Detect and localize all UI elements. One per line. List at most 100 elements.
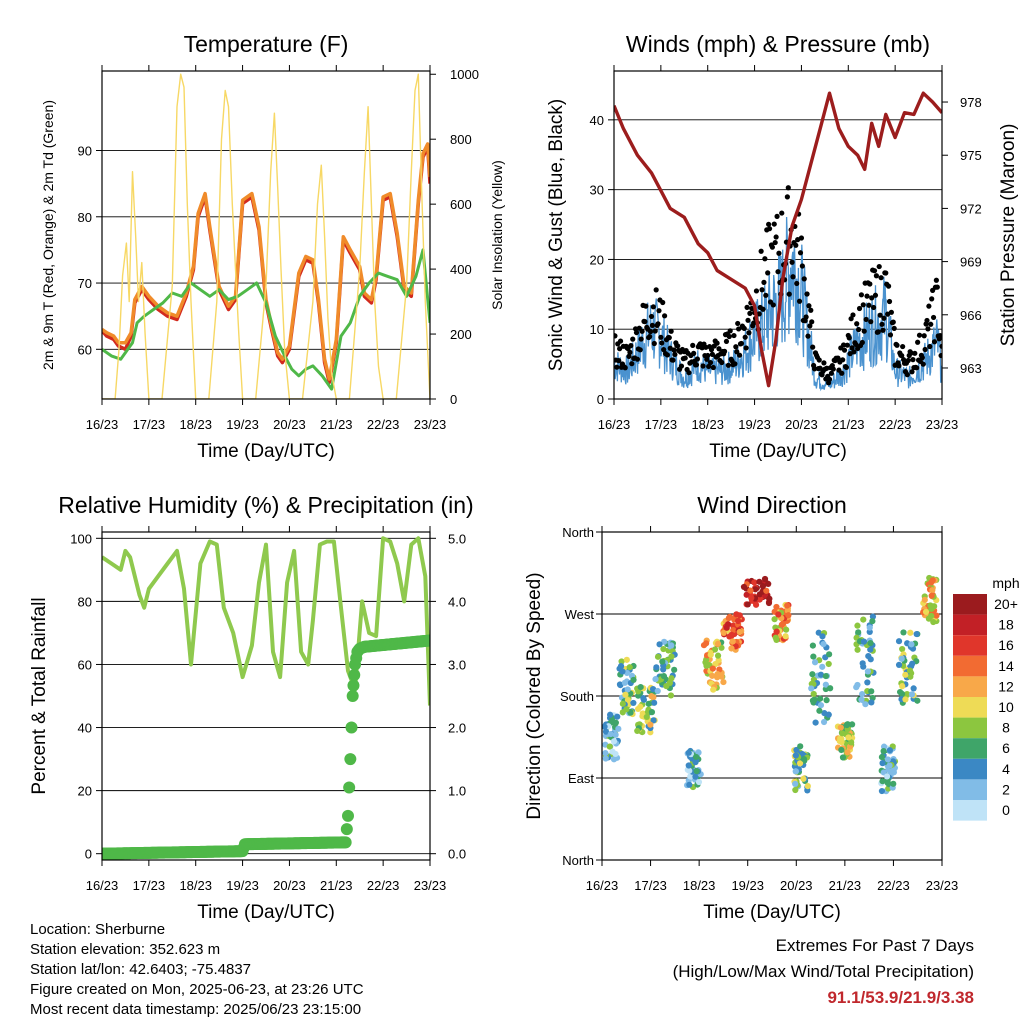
direction-point bbox=[692, 759, 699, 766]
humidity-ytick-label: 100 bbox=[70, 531, 92, 546]
winds-xtick-label: 18/23 bbox=[691, 417, 724, 432]
humidity-title: Relative Humidity (%) & Precipitation (i… bbox=[58, 492, 473, 518]
winds-gust-point bbox=[723, 338, 730, 345]
direction-point bbox=[610, 738, 618, 745]
winds-gust-point bbox=[821, 360, 827, 366]
winds-gust-point bbox=[933, 277, 939, 283]
winds-gust-point bbox=[841, 347, 848, 353]
direction-point bbox=[908, 641, 915, 648]
direction-point bbox=[902, 671, 909, 678]
winds-gust-point bbox=[725, 362, 731, 368]
direction-point bbox=[860, 663, 867, 670]
winds-gust-point bbox=[886, 298, 893, 305]
winds-gust-point bbox=[919, 355, 925, 361]
winds-gust-point bbox=[914, 365, 920, 371]
direction-point bbox=[866, 624, 873, 631]
direction-point bbox=[839, 730, 846, 737]
speed-legend-swatch bbox=[953, 676, 987, 697]
winds-gust-point bbox=[891, 325, 897, 331]
humidity-ytick-label: 40 bbox=[78, 721, 92, 736]
winds-gust-point bbox=[761, 279, 767, 285]
winds-gust-point bbox=[736, 352, 743, 358]
direction-point bbox=[864, 679, 871, 686]
winds-gust-point bbox=[908, 350, 914, 356]
winds-gust-point bbox=[734, 349, 740, 355]
winds-gust-point bbox=[885, 283, 892, 289]
direction-point bbox=[668, 642, 675, 649]
direction-point bbox=[709, 665, 716, 672]
direction-point bbox=[736, 628, 743, 636]
temperature-xtick-label: 22/23 bbox=[367, 417, 400, 432]
precip-point bbox=[343, 781, 356, 794]
humidity-ytick-label: 60 bbox=[78, 657, 92, 672]
direction-point bbox=[908, 691, 916, 698]
direction-point bbox=[643, 713, 650, 721]
winds-gust-point bbox=[655, 321, 661, 327]
direction-point bbox=[792, 752, 799, 759]
winds-gust-point bbox=[736, 326, 742, 332]
direction-ytick-label: North bbox=[562, 525, 594, 540]
winds-gust-point bbox=[706, 363, 712, 370]
winds-plot bbox=[614, 91, 942, 392]
winds-gust-point bbox=[647, 328, 654, 335]
winds-gust-point bbox=[883, 270, 889, 276]
winds-gust-point bbox=[716, 346, 722, 352]
direction-point bbox=[660, 645, 667, 653]
winds-gust-point bbox=[749, 305, 755, 312]
direction-point bbox=[899, 645, 906, 653]
winds-gust-point bbox=[648, 313, 655, 320]
direction-point bbox=[864, 668, 872, 675]
direction-point bbox=[902, 696, 909, 703]
winds-gust-point bbox=[660, 299, 666, 306]
speed-legend-swatch bbox=[953, 758, 987, 780]
winds-gust-point bbox=[705, 352, 711, 359]
direction-point bbox=[819, 633, 826, 640]
winds-xtick-label: 17/23 bbox=[645, 417, 678, 432]
direction-point bbox=[640, 696, 648, 703]
direction-point bbox=[860, 616, 867, 623]
direction-point bbox=[602, 755, 609, 762]
speed-legend-label: 18 bbox=[998, 617, 1014, 633]
winds-gust-point bbox=[798, 235, 805, 241]
precip-point bbox=[342, 809, 354, 822]
direction-point bbox=[817, 671, 825, 678]
temperature-xtick-label: 21/23 bbox=[320, 417, 353, 432]
direction-point bbox=[752, 586, 759, 593]
direction-point bbox=[740, 583, 748, 591]
direction-point bbox=[900, 629, 907, 636]
direction-point bbox=[630, 699, 637, 707]
direction-point bbox=[635, 705, 642, 713]
winds-gust-point bbox=[675, 343, 681, 349]
winds-gust-point bbox=[731, 332, 737, 339]
direction-point bbox=[765, 580, 772, 587]
humidity-y2tick-label: 5.0 bbox=[448, 531, 466, 546]
winds-gust-point bbox=[810, 344, 816, 350]
humidity-y2tick-label: 4.0 bbox=[448, 594, 466, 609]
wind_direction-title: Wind Direction bbox=[697, 492, 847, 518]
direction-point bbox=[736, 612, 743, 619]
winds-gust-point bbox=[925, 326, 931, 332]
winds-gust-point bbox=[870, 304, 877, 311]
direction-point bbox=[890, 780, 897, 787]
direction-point bbox=[747, 587, 754, 594]
direction-point bbox=[634, 727, 641, 735]
winds-xtick-label: 22/23 bbox=[879, 417, 912, 432]
winds-gust-point bbox=[806, 303, 812, 309]
wind_direction-xtick-label: 16/23 bbox=[586, 878, 619, 893]
direction-point bbox=[906, 667, 914, 674]
winds-ytick-label: 30 bbox=[590, 183, 604, 198]
direction-point bbox=[839, 754, 847, 761]
winds-gust-point bbox=[726, 333, 732, 340]
direction-point bbox=[649, 685, 657, 693]
winds-gust-point bbox=[741, 325, 747, 332]
direction-point bbox=[929, 577, 936, 584]
humidity-xtick-label: 21/23 bbox=[320, 878, 353, 893]
winds-gust-point bbox=[686, 370, 692, 376]
speed-legend-label: 16 bbox=[998, 637, 1014, 653]
winds-gust-point bbox=[643, 303, 649, 309]
direction-point bbox=[619, 700, 626, 707]
winds-ytick-label: 40 bbox=[590, 113, 604, 128]
direction-point bbox=[914, 697, 921, 704]
winds-gust-point bbox=[693, 362, 700, 368]
direction-point bbox=[693, 753, 700, 761]
